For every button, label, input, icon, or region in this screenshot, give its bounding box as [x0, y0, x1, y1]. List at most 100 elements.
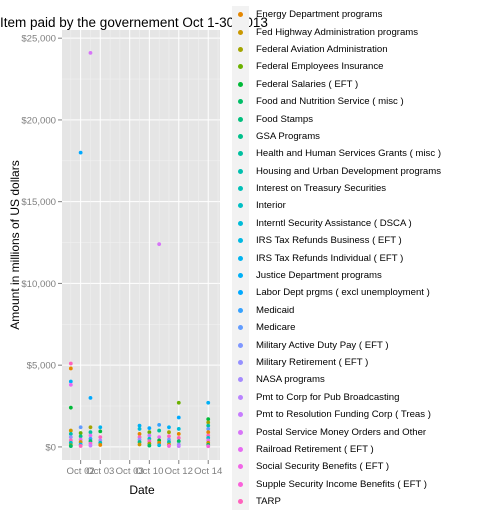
data-point — [147, 426, 152, 431]
legend-label: Postal Service Money Orders and Other — [256, 426, 427, 438]
data-point — [78, 425, 83, 430]
legend-dot — [238, 464, 243, 470]
data-point — [157, 428, 162, 433]
legend-label: IRS Tax Refunds Individual ( EFT ) — [256, 252, 404, 264]
legend-item: Interior — [232, 197, 502, 215]
legend-item: Pmt to Corp for Pub Broadcasting — [232, 388, 502, 406]
legend-key — [232, 197, 249, 215]
data-point — [68, 431, 73, 436]
legend-dot — [238, 412, 243, 418]
data-point — [98, 435, 103, 440]
legend-dot — [238, 499, 243, 505]
legend-item: Housing and Urban Development programs — [232, 162, 502, 180]
data-point — [137, 431, 142, 436]
legend-item: Food Stamps — [232, 110, 502, 128]
x-tick-label: Oct 03 — [116, 466, 144, 477]
legend-key — [232, 458, 249, 476]
data-point — [78, 444, 83, 448]
data-point — [167, 430, 171, 435]
legend-key — [232, 162, 249, 180]
legend-item: Fed Highway Administration programs — [232, 23, 502, 41]
legend-key — [232, 266, 249, 285]
data-point — [88, 443, 93, 448]
legend-item: Food and Nutrition Service ( misc ) — [232, 92, 502, 111]
legend-label: NASA programs — [256, 374, 325, 386]
legend-label: Interest on Treasury Securities — [256, 183, 387, 195]
legend-item: Federal Employees Insurance — [232, 58, 502, 76]
legend-dot — [238, 81, 243, 87]
data-point — [78, 150, 83, 155]
data-point — [88, 50, 93, 55]
legend-dot — [238, 377, 243, 383]
legend-label: Pmt to Resolution Funding Corp ( Treas ) — [256, 409, 431, 421]
legend-label: Energy Department programs — [256, 9, 383, 21]
data-point — [68, 366, 73, 371]
data-point — [137, 427, 142, 431]
legend-dot — [238, 151, 243, 157]
x-tick-label: Oct 12 — [165, 466, 193, 477]
data-point — [157, 435, 162, 440]
legend-dot — [238, 325, 243, 331]
legend-key — [232, 23, 249, 41]
legend-dot — [238, 64, 243, 70]
y-tick-label: $0 — [45, 442, 56, 453]
legend-item: TARP — [232, 492, 502, 510]
data-point — [206, 420, 211, 425]
data-point — [68, 379, 73, 384]
legend-key — [232, 110, 249, 128]
legend-label: Social Security Benefits ( EFT ) — [256, 461, 390, 473]
data-point — [167, 434, 171, 439]
legend-item: GSA Programs — [232, 127, 502, 146]
data-point — [147, 430, 152, 435]
legend-label: Housing and Urban Development programs — [256, 165, 442, 177]
legend-item: Health and Human Services Grants ( misc … — [232, 145, 502, 163]
data-point — [68, 361, 73, 366]
data-point — [98, 443, 103, 447]
data-point — [78, 431, 83, 435]
legend-key — [232, 371, 249, 389]
legend-dot — [238, 429, 243, 435]
data-point — [176, 431, 181, 436]
data-point — [176, 444, 181, 449]
y-tick-label: $10,000 — [21, 279, 56, 290]
legend: Energy Department programs Fed Highway Ad… — [232, 6, 502, 510]
legend-key — [232, 388, 249, 406]
x-axis-label: Date — [129, 483, 155, 497]
legend-label: Food Stamps — [256, 113, 314, 125]
legend-key — [232, 284, 249, 302]
legend-label: Interntl Security Assistance ( DSCA ) — [256, 217, 412, 229]
y-tick-label: $15,000 — [21, 197, 56, 208]
legend-key — [232, 301, 249, 320]
legend-item: Medicaid — [232, 301, 502, 320]
legend-item: Justice Department programs — [232, 266, 502, 285]
data-point — [176, 415, 181, 420]
data-point — [157, 242, 162, 247]
legend-dot — [238, 394, 243, 400]
legend-item: Pmt to Resolution Funding Corp ( Treas ) — [232, 405, 502, 424]
legend-key — [232, 127, 249, 146]
legend-item: Medicare — [232, 319, 502, 337]
y-tick-label: $20,000 — [21, 115, 56, 126]
legend-label: Interior — [256, 200, 286, 212]
legend-dot — [238, 46, 243, 52]
legend-key — [232, 145, 249, 163]
x-tick-label: Oct 02 — [67, 466, 95, 477]
legend-item: Postal Service Money Orders and Other — [232, 423, 502, 441]
data-point — [68, 405, 73, 410]
legend-dot — [238, 29, 243, 35]
legend-item: Supple Security Income Benefits ( EFT ) — [232, 475, 502, 493]
data-point — [88, 433, 93, 438]
data-point — [176, 427, 181, 431]
data-point — [147, 433, 152, 438]
y-axis-ticks: $0 $5,000 $10,000 $15,000 $20,000 $25,000 — [21, 34, 62, 453]
legend-dot — [238, 133, 243, 139]
x-tick-label: Oct 03 — [86, 466, 114, 477]
legend-dot — [238, 290, 243, 296]
legend-item: Military Active Duty Pay ( EFT ) — [232, 336, 502, 354]
legend-key — [232, 492, 249, 510]
legend-dot — [238, 203, 243, 209]
legend-dot — [238, 99, 243, 105]
legend-item: IRS Tax Refunds Individual ( EFT ) — [232, 249, 502, 267]
legend-dot — [238, 186, 243, 192]
data-point — [88, 430, 93, 435]
